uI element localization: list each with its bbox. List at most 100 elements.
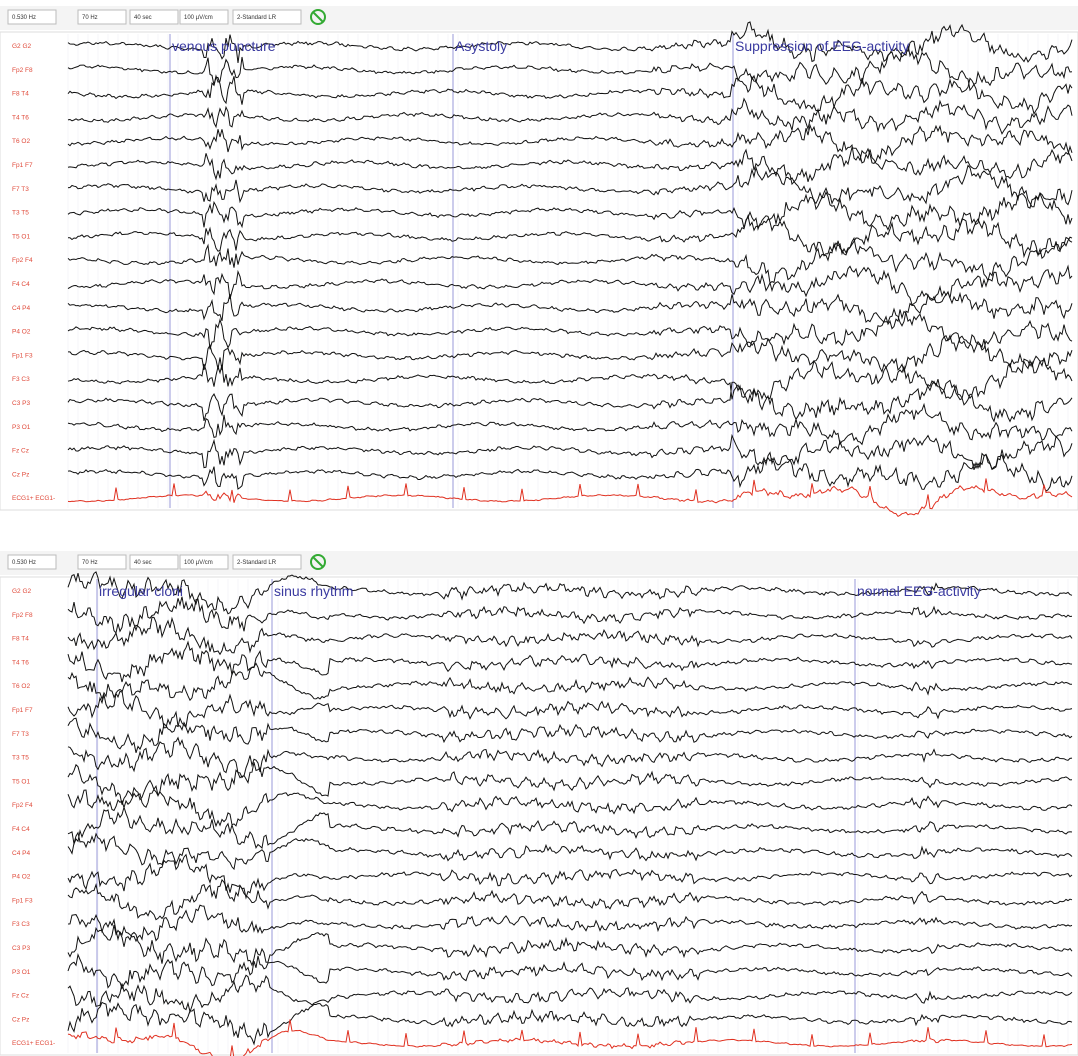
eeg-trace — [67, 452, 1073, 492]
dropdown[interactable] — [77, 9, 127, 25]
stop-button[interactable] — [310, 554, 326, 570]
eeg-trace — [67, 640, 1073, 683]
ecg-trace — [67, 478, 1073, 518]
dropdown[interactable] — [7, 554, 57, 570]
eeg-trace — [67, 357, 1073, 406]
channel-label: T6 O2 — [12, 138, 30, 145]
channel-label: F4 C4 — [12, 281, 30, 288]
channel-label: T6 O2 — [12, 683, 30, 690]
eeg-trace — [67, 97, 1073, 135]
dropdown-label[interactable]: 2-Standard LR — [237, 560, 277, 566]
eeg-trace — [67, 21, 1073, 63]
channel-label: Fp1 F7 — [12, 707, 33, 714]
eeg-trace — [67, 924, 1073, 967]
channel-label: P4 O2 — [12, 874, 31, 881]
eeg-trace — [67, 402, 1073, 446]
channel-label: Fp1 F3 — [12, 352, 33, 359]
channel-label: F4 C4 — [12, 826, 30, 833]
eeg-trace — [67, 904, 1073, 943]
dropdown-label[interactable]: 100 µV/cm — [184, 560, 213, 566]
dropdown[interactable] — [7, 9, 57, 25]
eeg-trace — [67, 974, 1073, 1014]
channel-label: F3 C3 — [12, 921, 30, 928]
channel-label: T3 T5 — [12, 755, 29, 762]
eeg-trace — [67, 44, 1073, 92]
dropdown[interactable] — [232, 9, 302, 25]
eeg-trace — [67, 616, 1073, 656]
eeg-trace — [67, 853, 1073, 900]
ecg-trace — [67, 1019, 1073, 1056]
eeg-trace — [67, 688, 1073, 732]
dropdown-label[interactable]: 70 Hz — [82, 560, 98, 566]
eeg-trace — [67, 736, 1073, 779]
dropdown-label[interactable]: 100 µV/cm — [184, 15, 213, 21]
dropdown-label[interactable]: 70 Hz — [82, 15, 98, 21]
channel-label: C3 P3 — [12, 400, 30, 407]
channel-label: C4 P4 — [12, 850, 30, 857]
channel-label: F7 T3 — [12, 186, 29, 193]
dropdown[interactable] — [179, 9, 229, 25]
channel-label: F8 T4 — [12, 91, 29, 98]
channel-label: G2 G2 — [12, 43, 32, 50]
dropdown-label[interactable]: 40 sec — [134, 560, 152, 566]
eeg-trace — [67, 144, 1073, 186]
channel-label: C4 P4 — [12, 305, 30, 312]
eeg-trace — [67, 433, 1073, 471]
channel-label: P4 O2 — [12, 329, 31, 336]
channel-label: Fp2 F8 — [12, 612, 33, 619]
channel-label: Fp1 F3 — [12, 897, 33, 904]
eeg-trace — [67, 309, 1073, 351]
annotation: sinus rhythm — [274, 583, 353, 599]
eeg-trace — [67, 805, 1073, 850]
stop-slash — [312, 11, 324, 23]
chart-area — [0, 31, 1078, 511]
annotation: normal EEG-activity — [857, 583, 981, 599]
dropdown[interactable] — [129, 9, 179, 25]
channel-label: T5 O1 — [12, 778, 30, 785]
channel-label: Cz Pz — [12, 1016, 29, 1023]
eeg-trace — [67, 716, 1073, 753]
channel-label: Cz Pz — [12, 471, 29, 478]
annotation: irregular cloni — [99, 583, 183, 599]
chart-area — [0, 576, 1078, 1056]
dropdown[interactable] — [77, 554, 127, 570]
eeg-trace — [67, 379, 1073, 423]
eeg-trace — [67, 662, 1073, 702]
channel-label: T3 T5 — [12, 210, 29, 217]
eeg-trace — [67, 214, 1073, 262]
dropdown-label[interactable]: 0.530 Hz — [12, 15, 36, 21]
eeg-trace — [67, 878, 1073, 921]
channel-label: Fz Cz — [12, 993, 29, 1000]
annotation: Suppression of EEG-activity — [735, 38, 909, 54]
channel-label: P3 O1 — [12, 424, 31, 431]
dropdown[interactable] — [179, 554, 229, 570]
channel-label: P3 O1 — [12, 969, 31, 976]
channel-label: T4 T6 — [12, 114, 29, 121]
dropdown-label[interactable]: 40 sec — [134, 15, 152, 21]
dropdown-label[interactable]: 2-Standard LR — [237, 15, 277, 21]
eeg-trace — [67, 236, 1073, 284]
eeg-trace — [67, 75, 1073, 116]
channel-label: F3 C3 — [12, 376, 30, 383]
channel-label: ECG1+ ECG1- — [12, 495, 55, 502]
dropdown-label[interactable]: 0.530 Hz — [12, 560, 36, 566]
eeg-trace — [67, 123, 1073, 164]
eeg-trace — [67, 264, 1073, 306]
channel-label: T5 O1 — [12, 233, 30, 240]
eeg-trace — [67, 952, 1073, 990]
annotation: venous puncture — [172, 38, 276, 54]
channel-label: Fp2 F4 — [12, 257, 33, 264]
eeg-trace — [67, 164, 1073, 208]
stop-button[interactable] — [310, 9, 326, 25]
channel-label: Fz Cz — [12, 448, 29, 455]
stop-slash — [312, 556, 324, 568]
channel-label: C3 P3 — [12, 945, 30, 952]
eeg-trace — [67, 291, 1073, 327]
channel-label: T4 T6 — [12, 659, 29, 666]
dropdown[interactable] — [232, 554, 302, 570]
dropdown[interactable] — [129, 554, 179, 570]
eeg-trace — [67, 1001, 1073, 1046]
channel-label: G2 G2 — [12, 588, 32, 595]
eeg-trace — [67, 784, 1073, 828]
